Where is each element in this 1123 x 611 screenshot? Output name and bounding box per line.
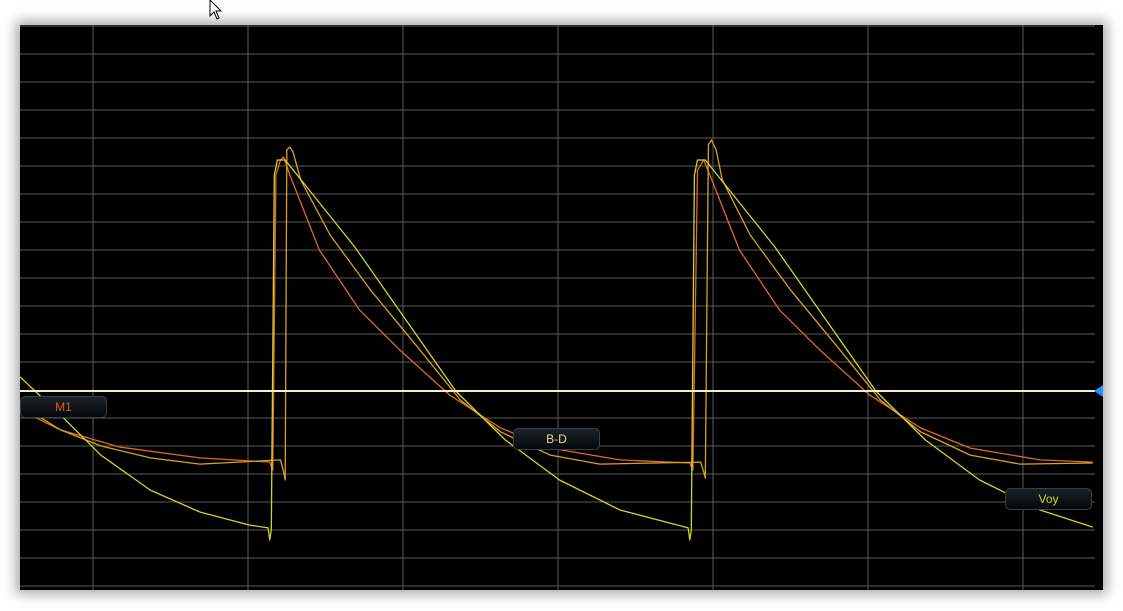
trace-m1 xyxy=(20,156,1093,471)
trace-voy xyxy=(20,159,1094,541)
arrow-pointer-icon xyxy=(209,0,223,20)
trace-label-b-d[interactable]: B-D xyxy=(513,428,600,450)
oscilloscope-display[interactable]: M1 B-D Voy xyxy=(20,25,1103,590)
grid xyxy=(20,25,1095,590)
reference-level-marker-icon[interactable] xyxy=(1094,385,1103,397)
waveform-plot[interactable] xyxy=(20,25,1103,590)
traces xyxy=(20,139,1094,541)
trace-label-voy[interactable]: Voy xyxy=(1005,488,1092,510)
trace-label-m1[interactable]: M1 xyxy=(20,396,107,418)
